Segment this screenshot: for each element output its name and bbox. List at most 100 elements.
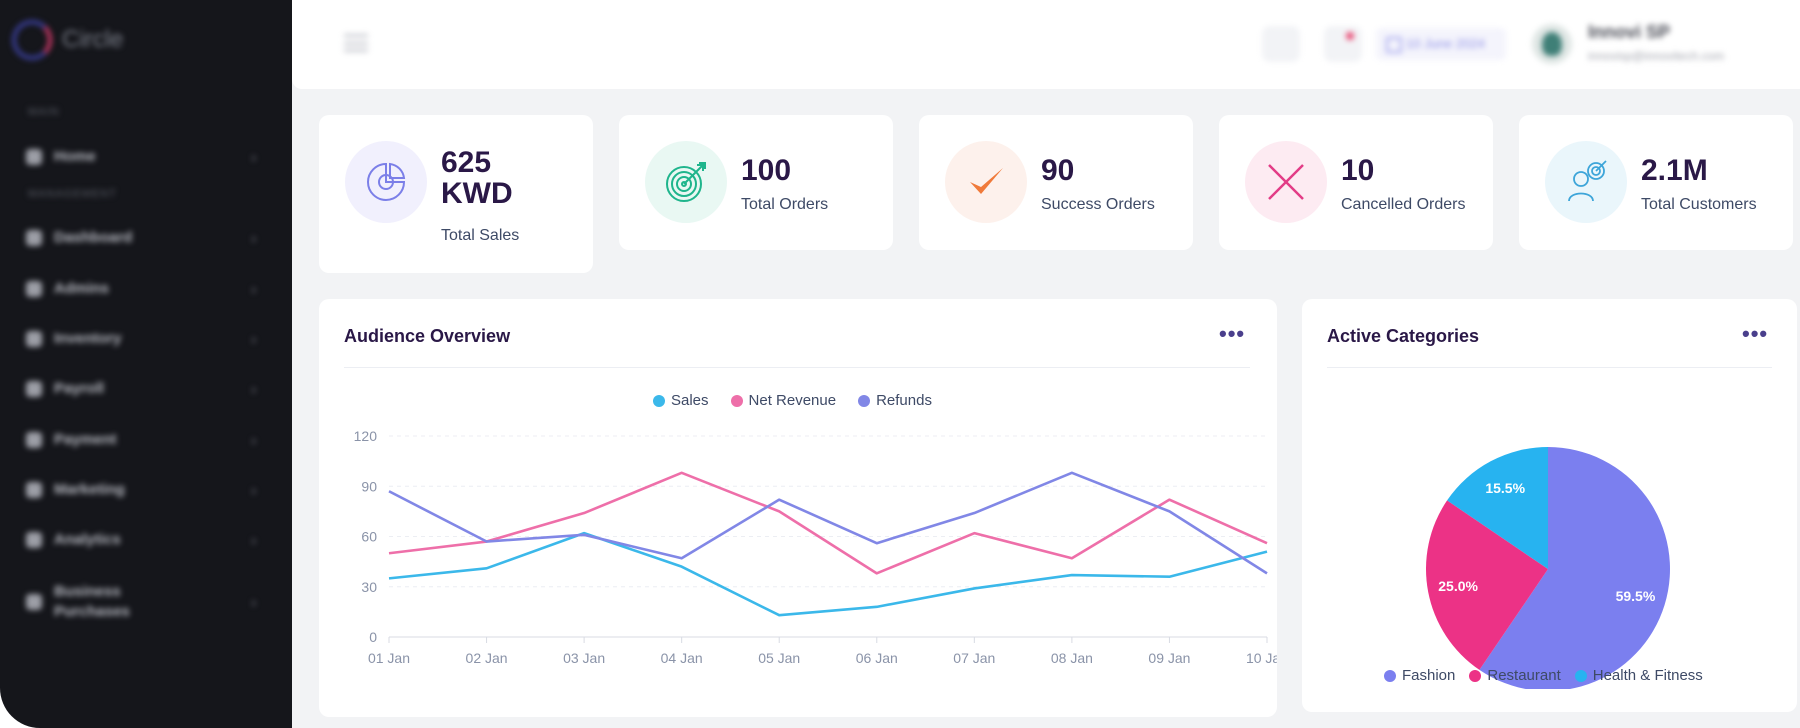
legend-dot — [1574, 669, 1587, 682]
stat-value: 90 — [1041, 154, 1075, 187]
legend-item-net-revenue[interactable]: Net Revenue — [730, 392, 837, 409]
pie-slice-fashion[interactable] — [1479, 447, 1670, 689]
chevron-right-icon: › — [251, 531, 256, 548]
legend-dot — [653, 394, 665, 407]
user-menu[interactable]: Innovi SP innovisp@innovitech.com — [1588, 22, 1724, 63]
legend-dot — [858, 394, 871, 407]
legend-label: Net Revenue — [748, 392, 837, 409]
panel-divider — [344, 367, 1250, 368]
sidebar-item-label: Analytics — [54, 531, 121, 548]
checkmark-icon — [945, 141, 1027, 223]
chevron-right-icon: › — [251, 148, 256, 165]
x-tick-label: 01 Jan — [368, 650, 410, 666]
chevron-right-icon: › — [251, 280, 256, 297]
business-purchases-icon — [26, 594, 42, 610]
sidebar-item-label: Home — [54, 148, 96, 165]
stat-value: 625 — [441, 146, 492, 179]
y-tick-label: 30 — [361, 579, 377, 595]
stat-value: 2.1M — [1641, 154, 1708, 187]
chevron-right-icon: › — [251, 481, 256, 498]
brand[interactable]: Circle — [12, 20, 123, 60]
sidebar-item-dashboard[interactable]: Dashboard › — [26, 229, 256, 246]
inventory-icon — [26, 330, 42, 347]
pie-chart-icon — [345, 141, 427, 223]
panel-divider — [1327, 367, 1772, 368]
chevron-right-icon: › — [251, 431, 256, 448]
stat-label: Total Orders — [741, 196, 829, 213]
legend-item-restaurant[interactable]: Restaurant — [1469, 667, 1561, 684]
more-options-button[interactable]: ••• — [1742, 321, 1769, 346]
home-icon — [26, 148, 42, 165]
legend-item-health-fitness[interactable]: Health & Fitness — [1574, 667, 1703, 684]
stat-card-cancelled-orders[interactable]: 10 Cancelled Orders — [1219, 115, 1493, 250]
legend-label: Fashion — [1402, 667, 1456, 684]
apps-button[interactable] — [1262, 26, 1300, 62]
legend-item-fashion[interactable]: Fashion — [1384, 667, 1455, 684]
stat-card-total-sales[interactable]: 625 KWD Total Sales — [319, 115, 593, 273]
sidebar-item-payment[interactable]: Payment › — [26, 431, 256, 448]
customer-target-icon — [1545, 141, 1627, 223]
series-line-sales — [388, 531, 1268, 617]
sidebar: Circle MAIN Home › MANAGEMENT Dashboard … — [0, 0, 292, 728]
stat-value-unit: KWD — [441, 177, 513, 210]
audience-overview-panel: Audience Overview ••• Sales Net Revenue … — [319, 299, 1277, 717]
user-email: innovisp@innovitech.com — [1588, 49, 1725, 63]
series-line-net-revenue — [388, 471, 1268, 575]
stat-label: Total Sales — [441, 227, 520, 244]
sidebar-item-payroll[interactable]: Payroll › — [26, 380, 256, 397]
sidebar-item-analytics[interactable]: Analytics › — [26, 531, 256, 548]
panel-title: Active Categories — [1327, 326, 1480, 346]
legend-item-refunds[interactable]: Refunds — [858, 392, 932, 409]
pie-slice-health-fitness[interactable] — [1447, 447, 1548, 569]
chart-legend: Fashion Restaurant Health & Fitness — [1384, 667, 1725, 684]
legend-label: Health & Fitness — [1592, 667, 1703, 684]
legend-label: Refunds — [876, 392, 932, 409]
series-line-refunds — [388, 471, 1268, 575]
admins-icon — [26, 280, 42, 297]
y-tick-label: 120 — [354, 428, 378, 444]
payment-icon — [26, 431, 42, 448]
y-tick-label: 60 — [361, 529, 377, 545]
chevron-right-icon: › — [251, 229, 256, 246]
pie-data-label: 25.0% — [1438, 578, 1478, 594]
notifications-button[interactable] — [1324, 26, 1362, 62]
avatar[interactable] — [1532, 24, 1572, 64]
marketing-icon — [26, 481, 42, 498]
stat-value: 10 — [1341, 154, 1375, 187]
panel-title: Audience Overview — [344, 326, 511, 346]
user-name: Innovi SP — [1588, 22, 1671, 42]
x-tick-label: 07 Jan — [953, 650, 995, 666]
sidebar-item-business-purchases[interactable]: Business Purchases › — [26, 582, 256, 622]
legend-item-sales[interactable]: Sales — [653, 392, 709, 409]
sidebar-item-inventory[interactable]: Inventory › — [26, 330, 256, 347]
x-tick-label: 10 Jan — [1246, 650, 1277, 666]
legend-label: Sales — [671, 392, 709, 409]
sidebar-item-label: Dashboard — [54, 229, 133, 246]
circle-logo-icon — [12, 20, 52, 60]
pie-slice-restaurant[interactable] — [1426, 500, 1548, 670]
date-picker[interactable]: 10 June 2024 — [1376, 28, 1506, 60]
x-tick-label: 03 Jan — [563, 650, 605, 666]
sidebar-item-admins[interactable]: Admins › — [26, 280, 256, 297]
x-tick-label: 04 Jan — [661, 650, 703, 666]
nav-heading-management: MANAGEMENT — [28, 188, 117, 200]
menu-toggle-icon[interactable] — [344, 34, 368, 52]
stat-card-total-customers[interactable]: 2.1M Total Customers — [1519, 115, 1793, 250]
sidebar-item-label: Payment — [54, 431, 117, 448]
chevron-right-icon: › — [251, 594, 256, 610]
y-tick-label: 0 — [369, 629, 377, 645]
sidebar-item-marketing[interactable]: Marketing › — [26, 481, 256, 498]
pie-data-label: 59.5% — [1616, 588, 1656, 604]
y-tick-label: 90 — [361, 478, 377, 494]
stat-label: Total Customers — [1641, 196, 1757, 213]
x-tick-label: 05 Jan — [758, 650, 800, 666]
stat-card-total-orders[interactable]: 100 Total Orders — [619, 115, 893, 250]
pie-chart: 59.5% 25.0% 15.5% — [1426, 447, 1670, 689]
x-tick-label: 09 Jan — [1148, 650, 1190, 666]
stat-card-success-orders[interactable]: 90 Success Orders — [919, 115, 1193, 250]
nav-heading-main: MAIN — [28, 106, 60, 118]
pie-data-label: 15.5% — [1485, 480, 1525, 496]
sidebar-item-home[interactable]: Home › — [26, 148, 256, 165]
cross-icon — [1245, 141, 1327, 223]
active-categories-panel: Active Categories ••• 59.5% 25.0% 15.5% Fa… — [1302, 299, 1797, 712]
